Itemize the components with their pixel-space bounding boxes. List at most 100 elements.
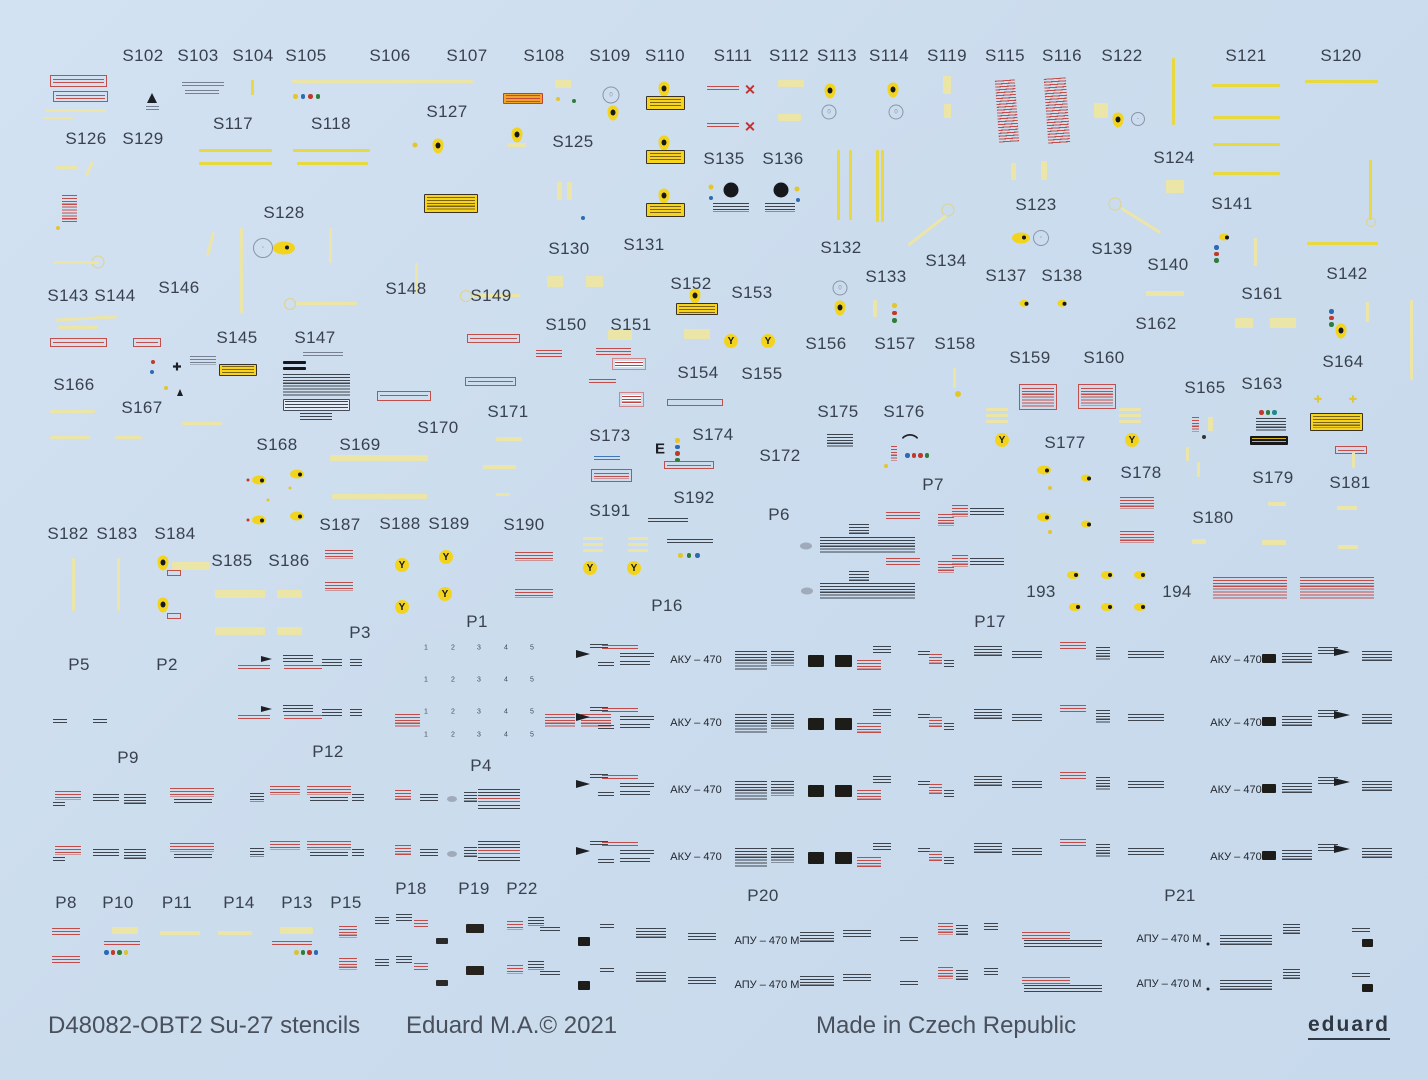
- part-label: S157: [874, 334, 916, 353]
- decal-mark-dot: [1202, 435, 1206, 439]
- part-label: S121: [1225, 46, 1267, 65]
- decal-mark-line: [297, 162, 368, 165]
- decal-mark-line: [1369, 160, 1372, 220]
- decal-mark-rtx: [506, 95, 540, 102]
- decal-mark-wedge: [1334, 710, 1350, 719]
- decal-mark-btx: [918, 651, 930, 657]
- decal-mark-btx: [918, 848, 930, 854]
- decal-mark-txt: 1: [424, 731, 428, 739]
- decal-mark-btx: [636, 972, 666, 982]
- decal-mark-txt: 2: [451, 708, 455, 716]
- decal-mark-tri: [147, 93, 157, 103]
- decal-detail: [259, 478, 264, 483]
- decal-mark-dot: [572, 99, 576, 103]
- decal-mark-txt: 2: [451, 644, 455, 652]
- decal-mark-line: [496, 493, 510, 496]
- decal-mark-dot: [1048, 530, 1052, 534]
- decal-mark-rtx: [170, 788, 214, 797]
- decal-mark-line: [472, 294, 520, 297]
- decal-mark-rtx: [270, 841, 300, 850]
- decal-mark-btx: [1024, 940, 1102, 947]
- part-label: S124: [1153, 148, 1195, 167]
- decal-mark-btx: [310, 797, 348, 802]
- decal-mark-line: [881, 150, 884, 222]
- part-label: S147: [294, 328, 336, 347]
- decal-mark-ring: ▫: [253, 238, 273, 258]
- part-label: P8: [55, 893, 77, 912]
- decal-mark-line: [283, 367, 306, 370]
- part-label: S160: [1083, 348, 1125, 367]
- decal-mark-btx: [974, 843, 1002, 853]
- decal-mark-btx: [396, 914, 412, 922]
- decal-mark-line: [46, 109, 106, 112]
- part-label: S135: [703, 149, 745, 168]
- decal-mark-line: [583, 543, 603, 546]
- decal-detail: [313, 950, 318, 955]
- decal-mark-dot: [1206, 942, 1210, 946]
- decal-mark-ring: [1108, 197, 1122, 211]
- decal-mark-btx: [771, 848, 794, 863]
- part-label: P19: [458, 879, 490, 898]
- decal-mark-fish: [273, 241, 295, 255]
- decal-mark-rtx: [395, 714, 420, 728]
- decal-mark-btx: [944, 790, 954, 798]
- decal-mark-pear: [658, 188, 670, 204]
- decal-mark-line: [1254, 238, 1257, 266]
- decal-mark-line: [986, 414, 1008, 417]
- decal-mark-btx: [590, 707, 608, 712]
- decal-mark-rtx: [952, 555, 968, 567]
- decal-mark-rtx: [284, 665, 322, 670]
- decal-mark-ring: 0: [832, 280, 848, 296]
- part-label: P5: [68, 655, 90, 674]
- decal-mark-btx: [1128, 848, 1164, 856]
- decal-mark-fish: [1069, 603, 1081, 611]
- decal-mark-box: [172, 562, 210, 570]
- decal-mark-line: [240, 228, 243, 313]
- part-label: S186: [268, 551, 310, 570]
- decal-mark-btx: [598, 662, 614, 668]
- decal-mark-box: [555, 80, 571, 88]
- decal-mark-tri: [176, 388, 183, 396]
- decal-mark-rtx: [994, 79, 1020, 143]
- decal-mark-ygly: Y: [583, 561, 597, 575]
- decal-mark-btx: [478, 789, 520, 796]
- decal-mark-wedge: [260, 655, 272, 662]
- decal-mark-btx: [283, 655, 313, 663]
- decal-mark-line: [508, 143, 526, 147]
- decal-mark-dots: [675, 438, 680, 462]
- decal-mark-line: [483, 465, 516, 469]
- decal-mark-box: [808, 655, 824, 667]
- decal-mark-btx: [1096, 647, 1110, 661]
- decal-mark-rtx: [1022, 977, 1070, 984]
- decal-mark-btx: [1096, 777, 1110, 791]
- part-label: S139: [1091, 239, 1133, 258]
- decal-mark-fish: [1081, 474, 1091, 482]
- decal-mark-txt: 1: [424, 644, 428, 652]
- decal-mark-rtx: [170, 843, 214, 852]
- decal-mark-pear: [1335, 323, 1347, 339]
- decal-detail: [1062, 301, 1067, 306]
- decal-mark-line: [292, 80, 473, 83]
- decal-mark-line: [1119, 420, 1141, 423]
- decal-mark-txt: АКУ – 470: [1210, 717, 1262, 729]
- decal-mark-line: [1366, 302, 1369, 322]
- decal-mark-rtx: [515, 589, 553, 598]
- decal-mark-rtx: [1120, 497, 1154, 509]
- decal-mark-btx: [918, 781, 930, 787]
- decal-mark-rtx: [307, 786, 351, 795]
- decal-mark-rtx: [545, 714, 575, 728]
- decal-mark-btx: [679, 306, 715, 313]
- decal-mark-rtx: [1060, 642, 1086, 650]
- decal-mark-btx: [984, 968, 998, 976]
- decal-mark-fish: [252, 515, 266, 525]
- decal-mark-line: [873, 300, 877, 317]
- decal-mark-line: [1213, 116, 1280, 119]
- decal-mark-rtx: [891, 446, 897, 461]
- part-label: S136: [762, 149, 804, 168]
- part-label: P13: [281, 893, 313, 912]
- decal-mark-line: [1338, 545, 1358, 549]
- decal-mark-btx: [873, 646, 891, 653]
- decal-mark-btx: [1128, 651, 1164, 659]
- decal-detail: [110, 950, 115, 955]
- decal-mark-wbox: [612, 358, 646, 370]
